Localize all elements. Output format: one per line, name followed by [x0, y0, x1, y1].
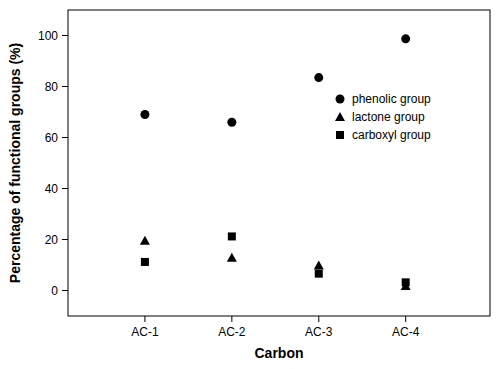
y-tick — [62, 137, 68, 138]
point — [228, 232, 236, 240]
x-tick — [318, 316, 319, 322]
legend-marker — [335, 112, 345, 121]
point — [314, 261, 324, 270]
x-tick-label: AC-2 — [218, 325, 246, 339]
legend-marker — [336, 95, 345, 104]
y-tick-label: 60 — [45, 131, 59, 145]
point — [140, 236, 150, 245]
y-tick — [62, 188, 68, 189]
y-axis-label: Percentage of functional groups (%) — [7, 43, 23, 283]
plot-frame — [68, 10, 490, 316]
x-tick-label: AC-1 — [131, 325, 159, 339]
legend-label: carboxyl group — [352, 128, 431, 142]
legend-label: lactone group — [352, 110, 425, 124]
point — [401, 34, 410, 43]
point — [141, 258, 149, 266]
point — [314, 73, 323, 82]
data-group — [140, 34, 411, 290]
y-tick — [62, 86, 68, 87]
x-tick-label: AC-3 — [305, 325, 333, 339]
point — [315, 270, 323, 278]
y-tick — [62, 239, 68, 240]
legend-marker — [336, 131, 344, 139]
x-tick — [144, 316, 145, 322]
y-tick-label: 100 — [38, 29, 58, 43]
y-tick-label: 80 — [45, 80, 59, 94]
chart: 0 20 40 60 80 100 AC-1 AC-2 AC-3 AC-4 Carbon Percen… — [0, 0, 500, 369]
point — [140, 110, 149, 119]
legend: phenolic group lactone group carboxyl grou… — [335, 92, 431, 142]
point — [227, 253, 237, 262]
y-tick-label: 40 — [45, 182, 59, 196]
y-tick-label: 20 — [45, 233, 59, 247]
x-tick-label: AC-4 — [392, 325, 420, 339]
x-tick — [231, 316, 232, 322]
point — [402, 278, 410, 286]
y-tick — [62, 35, 68, 36]
y-tick — [62, 290, 68, 291]
x-axis-label: Carbon — [255, 345, 304, 361]
point — [227, 118, 236, 127]
y-tick-label: 0 — [51, 284, 58, 298]
legend-label: phenolic group — [352, 92, 431, 106]
x-tick — [405, 316, 406, 322]
